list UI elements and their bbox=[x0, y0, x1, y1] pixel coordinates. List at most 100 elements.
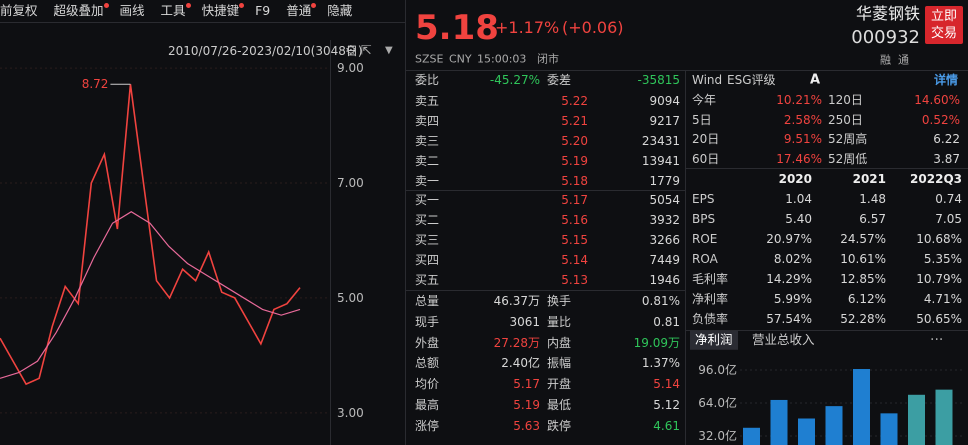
book-price: 5.18 bbox=[561, 174, 588, 188]
perf-label: 20日 bbox=[692, 132, 720, 146]
perf-value: 2.58% bbox=[783, 112, 822, 127]
book-label: 买二 bbox=[415, 213, 440, 227]
trade-button[interactable]: 立即交易 bbox=[925, 6, 963, 44]
price-line bbox=[0, 211, 301, 379]
book-price: 5.13 bbox=[561, 273, 588, 287]
settings-icon[interactable]: ⚙ ⇱ bbox=[345, 43, 372, 59]
fin-value: 10.61% bbox=[840, 252, 886, 266]
book-price: 5.22 bbox=[561, 94, 588, 108]
fin-value: 1.04 bbox=[785, 192, 812, 206]
perf-label: 今年 bbox=[692, 93, 717, 107]
stat-value: 46.37万 bbox=[493, 294, 540, 308]
book-label: 卖二 bbox=[415, 154, 440, 168]
toolbar-button[interactable]: 前复权 bbox=[0, 2, 38, 18]
book-label: 买四 bbox=[415, 253, 440, 267]
badge bbox=[311, 3, 317, 8]
stock-code: 000932 bbox=[851, 27, 920, 48]
esg-label: Wind bbox=[692, 73, 723, 87]
fin-value: 14.29% bbox=[766, 272, 812, 286]
perf-label: 52周高 bbox=[828, 132, 868, 146]
book-label: 卖四 bbox=[415, 114, 440, 128]
bar bbox=[935, 389, 953, 445]
book-volume: 1779 bbox=[649, 174, 680, 188]
collapse-icon[interactable]: ▼ bbox=[385, 45, 393, 56]
fin-value: 5.40 bbox=[785, 212, 812, 226]
book-volume: 23431 bbox=[641, 134, 680, 148]
book-volume: 9094 bbox=[649, 94, 680, 108]
perf-label: 250日 bbox=[828, 112, 863, 127]
date-range: 2010/07/26-2023/02/10(3048日) bbox=[168, 44, 363, 58]
change-pct: +1.17% bbox=[495, 18, 560, 37]
flag: 融 bbox=[880, 53, 891, 67]
stat-label: 跌停 bbox=[547, 418, 572, 433]
y-tick-label: 9.00 bbox=[337, 61, 364, 76]
stat-label: 最高 bbox=[415, 398, 440, 412]
fin-value: 1.48 bbox=[859, 192, 886, 206]
fin-value: 8.02% bbox=[773, 252, 812, 266]
bar bbox=[908, 394, 925, 445]
fin-label: BPS bbox=[692, 212, 716, 226]
y-tick-label: 96.0亿 bbox=[698, 363, 737, 378]
stat-value: 5.17 bbox=[513, 377, 540, 392]
fin-value: 6.57 bbox=[859, 212, 886, 226]
toolbar-button[interactable]: 超级叠加 bbox=[53, 2, 104, 18]
book-divider bbox=[405, 290, 685, 291]
badge bbox=[185, 3, 191, 8]
book-volume: 5054 bbox=[649, 193, 680, 207]
book-divider bbox=[405, 190, 685, 191]
stat-label: 换手 bbox=[547, 294, 572, 308]
fin-header: 2022Q3 bbox=[910, 172, 962, 186]
tab[interactable]: 净利润 bbox=[690, 330, 738, 350]
stat-value: 27.28万 bbox=[493, 335, 540, 350]
toolbar-button[interactable]: F9 bbox=[255, 2, 271, 18]
fin-value: 10.68% bbox=[916, 232, 962, 246]
panel-divider bbox=[405, 0, 406, 445]
toolbar-button[interactable]: 画线 bbox=[119, 2, 145, 18]
fin-value: 52.28% bbox=[840, 312, 886, 326]
fin-header: 2021 bbox=[852, 172, 886, 186]
toolbar-button[interactable]: 工具 bbox=[160, 2, 186, 18]
fin-value: 5.35% bbox=[923, 252, 962, 266]
book-label: 委比 bbox=[415, 73, 440, 87]
y-tick-label: 5.00 bbox=[337, 290, 364, 305]
perf-value: 9.51% bbox=[783, 132, 822, 146]
esg-link[interactable]: 详情 bbox=[933, 73, 958, 87]
perf-divider bbox=[686, 168, 968, 169]
price-line bbox=[0, 84, 301, 386]
book-volume: 1946 bbox=[649, 273, 680, 287]
meta: CNY bbox=[449, 52, 472, 66]
tab[interactable]: 营业总收入 bbox=[752, 331, 815, 347]
meta: 闭市 bbox=[537, 52, 559, 66]
toolbar-button[interactable]: 快捷键 bbox=[201, 2, 240, 18]
book-price: 5.19 bbox=[561, 154, 588, 168]
fin-header: 2020 bbox=[778, 172, 812, 186]
esg-rating: A bbox=[810, 72, 821, 88]
stat-value: 3061 bbox=[509, 314, 540, 329]
stat-label: 涨停 bbox=[415, 418, 440, 433]
bar bbox=[798, 418, 815, 445]
meta: SZSE bbox=[415, 52, 444, 66]
book-volume: 3932 bbox=[649, 213, 680, 227]
book-volume: 13941 bbox=[641, 154, 680, 168]
fin-label: 毛利率 bbox=[692, 272, 729, 286]
stat-label: 总量 bbox=[415, 294, 440, 308]
more-icon[interactable]: ··· bbox=[930, 332, 944, 348]
book-volume: 7449 bbox=[649, 253, 680, 267]
fin-value: 20.97% bbox=[766, 232, 812, 246]
fin-label: ROA bbox=[692, 252, 718, 266]
stat-value: 0.81% bbox=[641, 294, 680, 308]
toolbar-button[interactable]: 普通 bbox=[286, 2, 312, 18]
toolbar-button[interactable]: 隐藏 bbox=[327, 2, 353, 18]
book-label: 卖三 bbox=[415, 134, 440, 148]
book-label: 买三 bbox=[415, 233, 440, 247]
y-tick-label: 3.00 bbox=[337, 405, 364, 420]
fin-value: 10.79% bbox=[916, 272, 962, 286]
perf-value: 14.60% bbox=[914, 93, 960, 107]
fin-label: ROE bbox=[692, 232, 718, 246]
stat-value: 5.12 bbox=[653, 398, 680, 412]
bar bbox=[853, 369, 870, 445]
fin-divider bbox=[686, 330, 968, 331]
perf-value: 10.21% bbox=[776, 93, 822, 107]
stat-value: 0.81 bbox=[653, 314, 680, 329]
